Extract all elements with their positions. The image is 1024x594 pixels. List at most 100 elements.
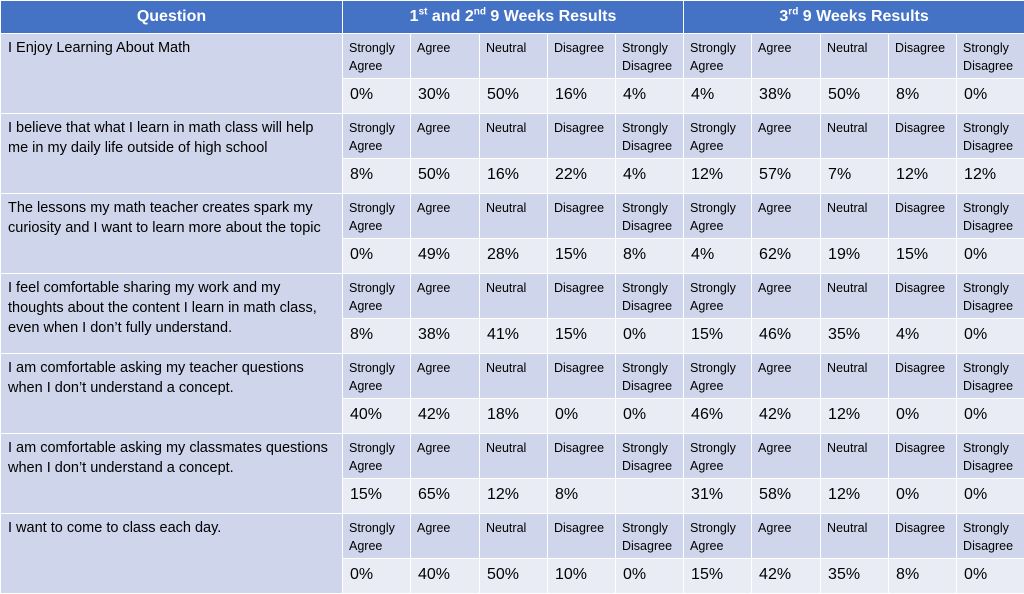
percent-cell: 0% [343, 79, 411, 114]
response-label: Strongly Agree [684, 194, 752, 239]
question-label-row: I feel comfortable sharing my work and m… [1, 274, 1024, 319]
percent-cell: 4% [616, 79, 684, 114]
percent-cell: 8% [343, 319, 411, 354]
response-label: Neutral [480, 434, 548, 479]
response-label: Agree [411, 514, 480, 559]
percent-cell: 0% [343, 239, 411, 274]
percent-cell: 16% [548, 79, 616, 114]
response-label: Neutral [821, 114, 889, 159]
response-label: Disagree [889, 354, 957, 399]
response-label: Strongly Disagree [616, 194, 684, 239]
percent-cell: 15% [684, 559, 752, 594]
percent-cell: 8% [343, 159, 411, 194]
percent-cell: 19% [821, 239, 889, 274]
percent-cell: 15% [548, 239, 616, 274]
response-label: Neutral [821, 514, 889, 559]
question-text: I feel comfortable sharing my work and m… [1, 274, 343, 354]
percent-cell [616, 479, 684, 514]
response-label: Strongly Disagree [616, 34, 684, 79]
response-label: Agree [752, 114, 821, 159]
response-label: Agree [752, 274, 821, 319]
percent-cell: 8% [616, 239, 684, 274]
question-text: I am comfortable asking my teacher quest… [1, 354, 343, 434]
response-label: Disagree [889, 114, 957, 159]
response-label: Strongly Disagree [957, 114, 1024, 159]
question-text: I am comfortable asking my classmates qu… [1, 434, 343, 514]
response-label: Strongly Disagree [957, 514, 1024, 559]
response-label: Strongly Agree [684, 34, 752, 79]
percent-cell: 35% [821, 559, 889, 594]
percent-cell: 50% [821, 79, 889, 114]
response-label: Strongly Disagree [616, 514, 684, 559]
response-label: Neutral [480, 34, 548, 79]
percent-cell: 40% [343, 399, 411, 434]
question-text: I believe that what I learn in math clas… [1, 114, 343, 194]
response-label: Disagree [548, 114, 616, 159]
response-label: Disagree [548, 354, 616, 399]
response-label: Disagree [889, 514, 957, 559]
percent-cell: 0% [616, 319, 684, 354]
question-label-row: I want to come to class each day.Strongl… [1, 514, 1024, 559]
percent-cell: 46% [684, 399, 752, 434]
question-label-row: I believe that what I learn in math clas… [1, 114, 1024, 159]
question-text: I Enjoy Learning About Math [1, 34, 343, 114]
percent-cell: 65% [411, 479, 480, 514]
percent-cell: 28% [480, 239, 548, 274]
percent-cell: 35% [821, 319, 889, 354]
response-label: Disagree [548, 274, 616, 319]
percent-cell: 0% [616, 399, 684, 434]
response-label: Neutral [821, 434, 889, 479]
response-label: Strongly Agree [343, 274, 411, 319]
question-label-row: The lessons my math teacher creates spar… [1, 194, 1024, 239]
percent-cell: 12% [684, 159, 752, 194]
response-label: Agree [411, 354, 480, 399]
period1-header: 1st and 2nd 9 Weeks Results [343, 1, 684, 34]
question-label-row: I am comfortable asking my classmates qu… [1, 434, 1024, 479]
percent-cell: 42% [411, 399, 480, 434]
response-label: Disagree [548, 434, 616, 479]
response-label: Strongly Agree [343, 354, 411, 399]
percent-cell: 12% [957, 159, 1024, 194]
percent-cell: 38% [411, 319, 480, 354]
response-label: Agree [752, 514, 821, 559]
percent-cell: 15% [548, 319, 616, 354]
percent-cell: 0% [957, 399, 1024, 434]
response-label: Disagree [548, 34, 616, 79]
percent-cell: 16% [480, 159, 548, 194]
percent-cell: 46% [752, 319, 821, 354]
percent-cell: 15% [343, 479, 411, 514]
percent-cell: 0% [957, 479, 1024, 514]
response-label: Strongly Disagree [616, 354, 684, 399]
percent-cell: 50% [480, 79, 548, 114]
question-text: The lessons my math teacher creates spar… [1, 194, 343, 274]
percent-cell: 38% [752, 79, 821, 114]
response-label: Strongly Agree [684, 514, 752, 559]
percent-cell: 0% [957, 79, 1024, 114]
response-label: Agree [752, 34, 821, 79]
percent-cell: 12% [821, 399, 889, 434]
response-label: Strongly Agree [343, 114, 411, 159]
percent-cell: 40% [411, 559, 480, 594]
question-text: I want to come to class each day. [1, 514, 343, 594]
percent-cell: 0% [889, 399, 957, 434]
percent-cell: 22% [548, 159, 616, 194]
response-label: Strongly Agree [343, 194, 411, 239]
response-label: Strongly Disagree [957, 34, 1024, 79]
percent-cell: 50% [411, 159, 480, 194]
percent-cell: 4% [889, 319, 957, 354]
response-label: Strongly Agree [343, 34, 411, 79]
response-label: Strongly Agree [684, 434, 752, 479]
percent-cell: 0% [957, 239, 1024, 274]
percent-cell: 8% [889, 559, 957, 594]
response-label: Disagree [889, 34, 957, 79]
question-label-row: I am comfortable asking my teacher quest… [1, 354, 1024, 399]
response-label: Neutral [480, 194, 548, 239]
response-label: Neutral [821, 34, 889, 79]
response-label: Agree [752, 194, 821, 239]
response-label: Neutral [480, 514, 548, 559]
percent-cell: 10% [548, 559, 616, 594]
percent-cell: 18% [480, 399, 548, 434]
